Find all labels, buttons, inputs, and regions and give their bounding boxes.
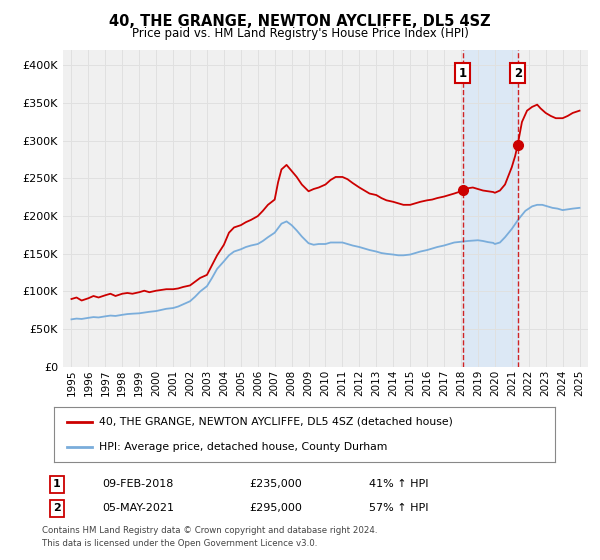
Text: Price paid vs. HM Land Registry's House Price Index (HPI): Price paid vs. HM Land Registry's House … — [131, 27, 469, 40]
Text: Contains HM Land Registry data © Crown copyright and database right 2024.: Contains HM Land Registry data © Crown c… — [42, 526, 377, 535]
Text: HPI: Average price, detached house, County Durham: HPI: Average price, detached house, Coun… — [99, 442, 388, 452]
Text: 2: 2 — [514, 67, 522, 80]
Text: 1: 1 — [458, 67, 467, 80]
Text: 40, THE GRANGE, NEWTON AYCLIFFE, DL5 4SZ (detached house): 40, THE GRANGE, NEWTON AYCLIFFE, DL5 4SZ… — [99, 417, 453, 427]
Bar — [463, 50, 518, 367]
Text: 40, THE GRANGE, NEWTON AYCLIFFE, DL5 4SZ: 40, THE GRANGE, NEWTON AYCLIFFE, DL5 4SZ — [109, 14, 491, 29]
Text: £295,000: £295,000 — [249, 503, 302, 514]
Text: 2: 2 — [53, 503, 61, 514]
Text: This data is licensed under the Open Government Licence v3.0.: This data is licensed under the Open Gov… — [42, 539, 317, 548]
Text: £235,000: £235,000 — [249, 479, 302, 489]
Text: 57% ↑ HPI: 57% ↑ HPI — [369, 503, 428, 514]
Text: 1: 1 — [53, 479, 61, 489]
Text: 09-FEB-2018: 09-FEB-2018 — [102, 479, 173, 489]
Text: 05-MAY-2021: 05-MAY-2021 — [102, 503, 174, 514]
Text: 41% ↑ HPI: 41% ↑ HPI — [369, 479, 428, 489]
